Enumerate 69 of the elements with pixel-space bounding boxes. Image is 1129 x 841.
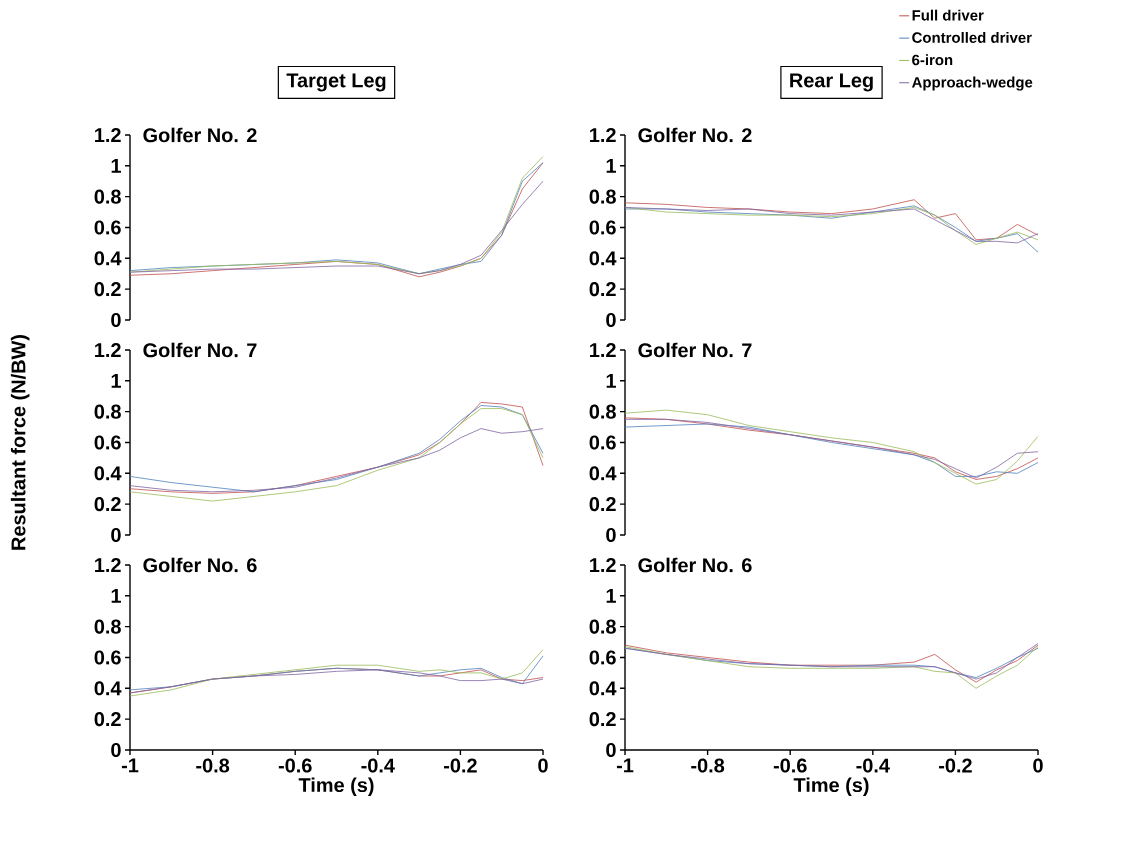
y-tick-label: 1.2 — [95, 128, 121, 142]
y-tick-label: 0.4 — [94, 251, 122, 266]
y-tick-label: 1.2 — [95, 558, 121, 572]
y-tick-label: 0.6 — [589, 220, 616, 235]
y-axis-title: Resultant force (N/BW) — [10, 335, 30, 550]
y-tick-label: 0 — [606, 742, 616, 758]
x-tick-label: -1 — [121, 758, 139, 773]
y-tick-label: 0.8 — [589, 189, 616, 204]
x-tick-label: -0.8 — [691, 758, 725, 773]
y-tick-label: 1 — [111, 158, 121, 173]
y-tick-label: 1.2 — [590, 558, 616, 572]
chart-title: Target Leg — [286, 73, 386, 92]
y-tick-label: 0.2 — [94, 282, 121, 297]
chart-subtitle: Golfer No. 6 — [143, 557, 257, 573]
x-tick-label: -0.2 — [444, 758, 477, 773]
y-tick-label: 0 — [111, 742, 121, 758]
y-tick-label: 0.6 — [589, 435, 616, 450]
y-tick-label: 1.2 — [95, 343, 121, 357]
y-tick-label: 0.4 — [589, 466, 617, 481]
y-tick-label: 1 — [606, 158, 616, 173]
x-tick-label: -0.4 — [856, 758, 890, 773]
x-tick-label: -0.4 — [361, 758, 395, 773]
chart-subtitle: Golfer No. 7 — [143, 342, 257, 358]
y-tick-label: 0.6 — [94, 435, 121, 450]
legend-label: Controlled driver — [912, 31, 1032, 43]
chart-title: Rear Leg — [790, 73, 873, 92]
y-tick-label: 1.2 — [590, 128, 616, 142]
y-tick-label: 0.2 — [94, 497, 121, 512]
y-tick-label: 0 — [111, 527, 121, 543]
y-tick-label: 0.2 — [589, 497, 616, 512]
y-tick-label: 0.6 — [94, 650, 121, 665]
x-tick-label: -0.6 — [773, 758, 807, 773]
chart-subtitle: Golfer No. 7 — [638, 342, 752, 358]
chart-subtitle: Golfer No. 2 — [638, 127, 752, 143]
x-axis-title: Time (s) — [298, 777, 374, 797]
y-tick-label: 0 — [606, 527, 616, 543]
y-tick-label: 1 — [606, 373, 616, 388]
x-tick-label: -0.2 — [939, 758, 972, 773]
y-tick-label: 1 — [111, 373, 121, 388]
x-tick-label: 0 — [538, 758, 548, 773]
y-tick-label: 0.4 — [94, 681, 122, 696]
y-tick-label: 1 — [111, 588, 121, 603]
x-tick-label: 0 — [1033, 758, 1043, 773]
y-tick-label: 0.2 — [94, 712, 121, 727]
chart-subtitle: Golfer No. 6 — [638, 557, 752, 573]
y-tick-label: 0 — [606, 312, 616, 328]
y-tick-label: 0.2 — [589, 712, 616, 727]
y-tick-label: 0.4 — [589, 251, 617, 266]
legend-label: Full driver — [912, 9, 984, 21]
legend-label: Approach-wedge — [911, 76, 1033, 91]
x-tick-label: -0.6 — [278, 758, 312, 773]
y-tick-label: 0.4 — [94, 466, 122, 481]
y-tick-label: 0.6 — [589, 650, 616, 665]
y-tick-label: 1 — [606, 588, 616, 603]
y-tick-label: 0 — [111, 312, 121, 328]
legend-label: 6-iron — [912, 54, 953, 66]
y-tick-label: 0.8 — [94, 404, 121, 419]
x-tick-label: -1 — [616, 758, 634, 773]
y-tick-label: 0.8 — [94, 189, 121, 204]
y-tick-label: 0.6 — [94, 220, 121, 235]
y-tick-label: 0.8 — [589, 404, 616, 419]
x-axis-title: Time (s) — [793, 777, 869, 797]
y-tick-label: 0.2 — [589, 282, 616, 297]
y-tick-label: 0.8 — [589, 619, 616, 634]
y-tick-label: 1.2 — [590, 343, 616, 357]
y-tick-label: 0.4 — [589, 681, 617, 696]
y-tick-label: 0.8 — [94, 619, 121, 634]
chart-subtitle: Golfer No. 2 — [143, 127, 257, 143]
x-tick-label: -0.8 — [196, 758, 230, 773]
